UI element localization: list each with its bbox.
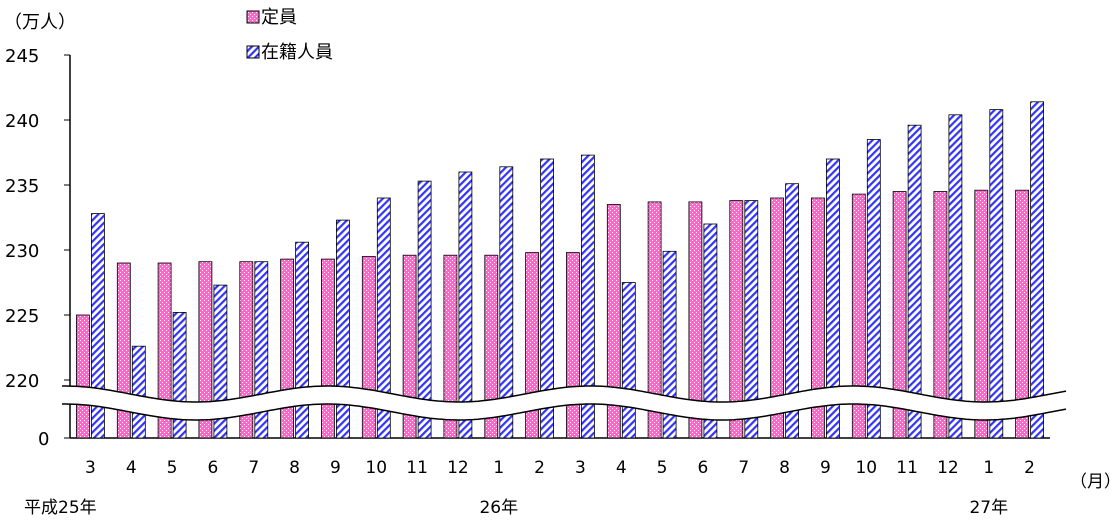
bar-capacity	[566, 252, 580, 439]
bar-capacity	[402, 254, 417, 439]
bar-capacity	[484, 254, 499, 439]
y-axis-unit-label: （万人）	[4, 12, 76, 33]
x-tick-label: 6	[697, 458, 708, 478]
bar-capacity	[320, 258, 335, 439]
bar-capacity	[892, 191, 907, 439]
bar-capacity	[361, 256, 376, 439]
bar-enrolled	[335, 219, 350, 439]
x-tick-label: 11	[406, 458, 428, 478]
x-tick-label: 3	[85, 458, 96, 478]
year-label: 26年	[479, 498, 518, 518]
bar-capacity	[688, 201, 703, 439]
bar-capacity	[647, 201, 662, 439]
bar-capacity	[239, 261, 254, 439]
bar-enrolled	[744, 200, 759, 439]
x-tick-label: 8	[779, 458, 790, 478]
bar-enrolled	[907, 124, 922, 439]
bar-capacity	[443, 254, 458, 439]
bar-enrolled	[295, 241, 310, 439]
bar-capacity	[1015, 189, 1029, 439]
bar-enrolled	[703, 223, 718, 439]
x-tick-label: 9	[330, 458, 341, 478]
bar-capacity	[933, 191, 948, 439]
x-tick-label: 5	[167, 458, 178, 478]
bar-enrolled	[417, 180, 432, 439]
x-tick-label: 8	[289, 458, 300, 478]
bar-enrolled	[621, 282, 636, 439]
legend: 定員 在籍人員	[246, 7, 333, 63]
y-tick-label-220: 220	[5, 371, 39, 392]
x-tick-label: 10	[365, 458, 387, 478]
bar-capacity	[851, 193, 866, 439]
bar-capacity	[280, 258, 295, 439]
bar-capacity	[811, 197, 825, 439]
axis-break	[62, 385, 1067, 421]
bar-capacity	[157, 262, 172, 439]
x-tick-label: 2	[1024, 458, 1035, 478]
bar-enrolled	[662, 250, 677, 439]
x-category-labels: 3 4 5 6 7 8 9 10 11 12 1 2 3 4 5 6 7 8 9 10 11 12 1 2	[85, 458, 1035, 478]
legend-swatch-enrolled	[246, 45, 260, 59]
bar-capacity	[974, 189, 989, 439]
bar-capacity	[770, 197, 784, 439]
bar-enrolled	[499, 166, 514, 439]
y-tick-label-230: 230	[5, 241, 39, 262]
y-tick-label-240: 240	[5, 111, 39, 132]
axis-break-band	[62, 386, 1066, 420]
x-axis-unit-label: （月）	[1070, 472, 1114, 492]
bar-enrolled	[826, 158, 840, 439]
axis-break-lower-line	[62, 403, 1067, 421]
bar-capacity	[76, 314, 90, 439]
x-tick-label: 12	[447, 458, 469, 478]
legend-swatch-capacity	[246, 10, 260, 24]
x-tick-label: 4	[616, 458, 627, 478]
bar-enrolled	[948, 114, 963, 439]
x-tick-label: 12	[937, 458, 959, 478]
bar-enrolled	[91, 213, 105, 439]
axis-break-upper-line	[62, 385, 1067, 403]
x-tick-label: 1	[493, 458, 504, 478]
x-tick-label: 7	[248, 458, 259, 478]
bar-enrolled	[866, 139, 881, 439]
bar-enrolled	[131, 345, 146, 439]
bar-enrolled	[989, 109, 1004, 439]
x-tick-label: 3	[575, 458, 586, 478]
bar-enrolled	[1030, 101, 1044, 439]
bar-enrolled	[581, 154, 595, 439]
bar-enrolled	[540, 158, 554, 439]
legend-label-capacity: 定員	[261, 7, 297, 28]
y-tick-label-235: 235	[5, 176, 39, 197]
x-tick-label: 6	[207, 458, 218, 478]
x-tick-label: 7	[738, 458, 749, 478]
bar-enrolled	[376, 197, 391, 439]
bar-enrolled	[785, 183, 799, 439]
x-tick-label: 11	[896, 458, 918, 478]
bar-capacity	[729, 200, 744, 439]
y-tick-label-245: 245	[5, 46, 39, 67]
x-tick-label: 4	[126, 458, 137, 478]
x-tick-label: 5	[657, 458, 668, 478]
bar-capacity	[606, 204, 621, 439]
year-label: 平成25年	[24, 498, 97, 518]
year-labels: 平成25年 26年 27年	[24, 498, 1008, 518]
y-tick-label-0: 0	[38, 429, 49, 450]
bar-enrolled	[458, 171, 473, 439]
x-tick-label: 10	[855, 458, 877, 478]
x-tick-label: 9	[820, 458, 831, 478]
year-label: 27年	[969, 498, 1008, 518]
bar-capacity	[198, 261, 213, 439]
x-tick-label: 2	[534, 458, 545, 478]
bars	[76, 101, 1044, 439]
y-ticks: 245 240 235 230 225 220 0	[5, 46, 70, 450]
legend-label-enrolled: 在籍人員	[261, 42, 333, 63]
y-tick-label-225: 225	[5, 306, 39, 327]
x-tick-label: 1	[983, 458, 994, 478]
